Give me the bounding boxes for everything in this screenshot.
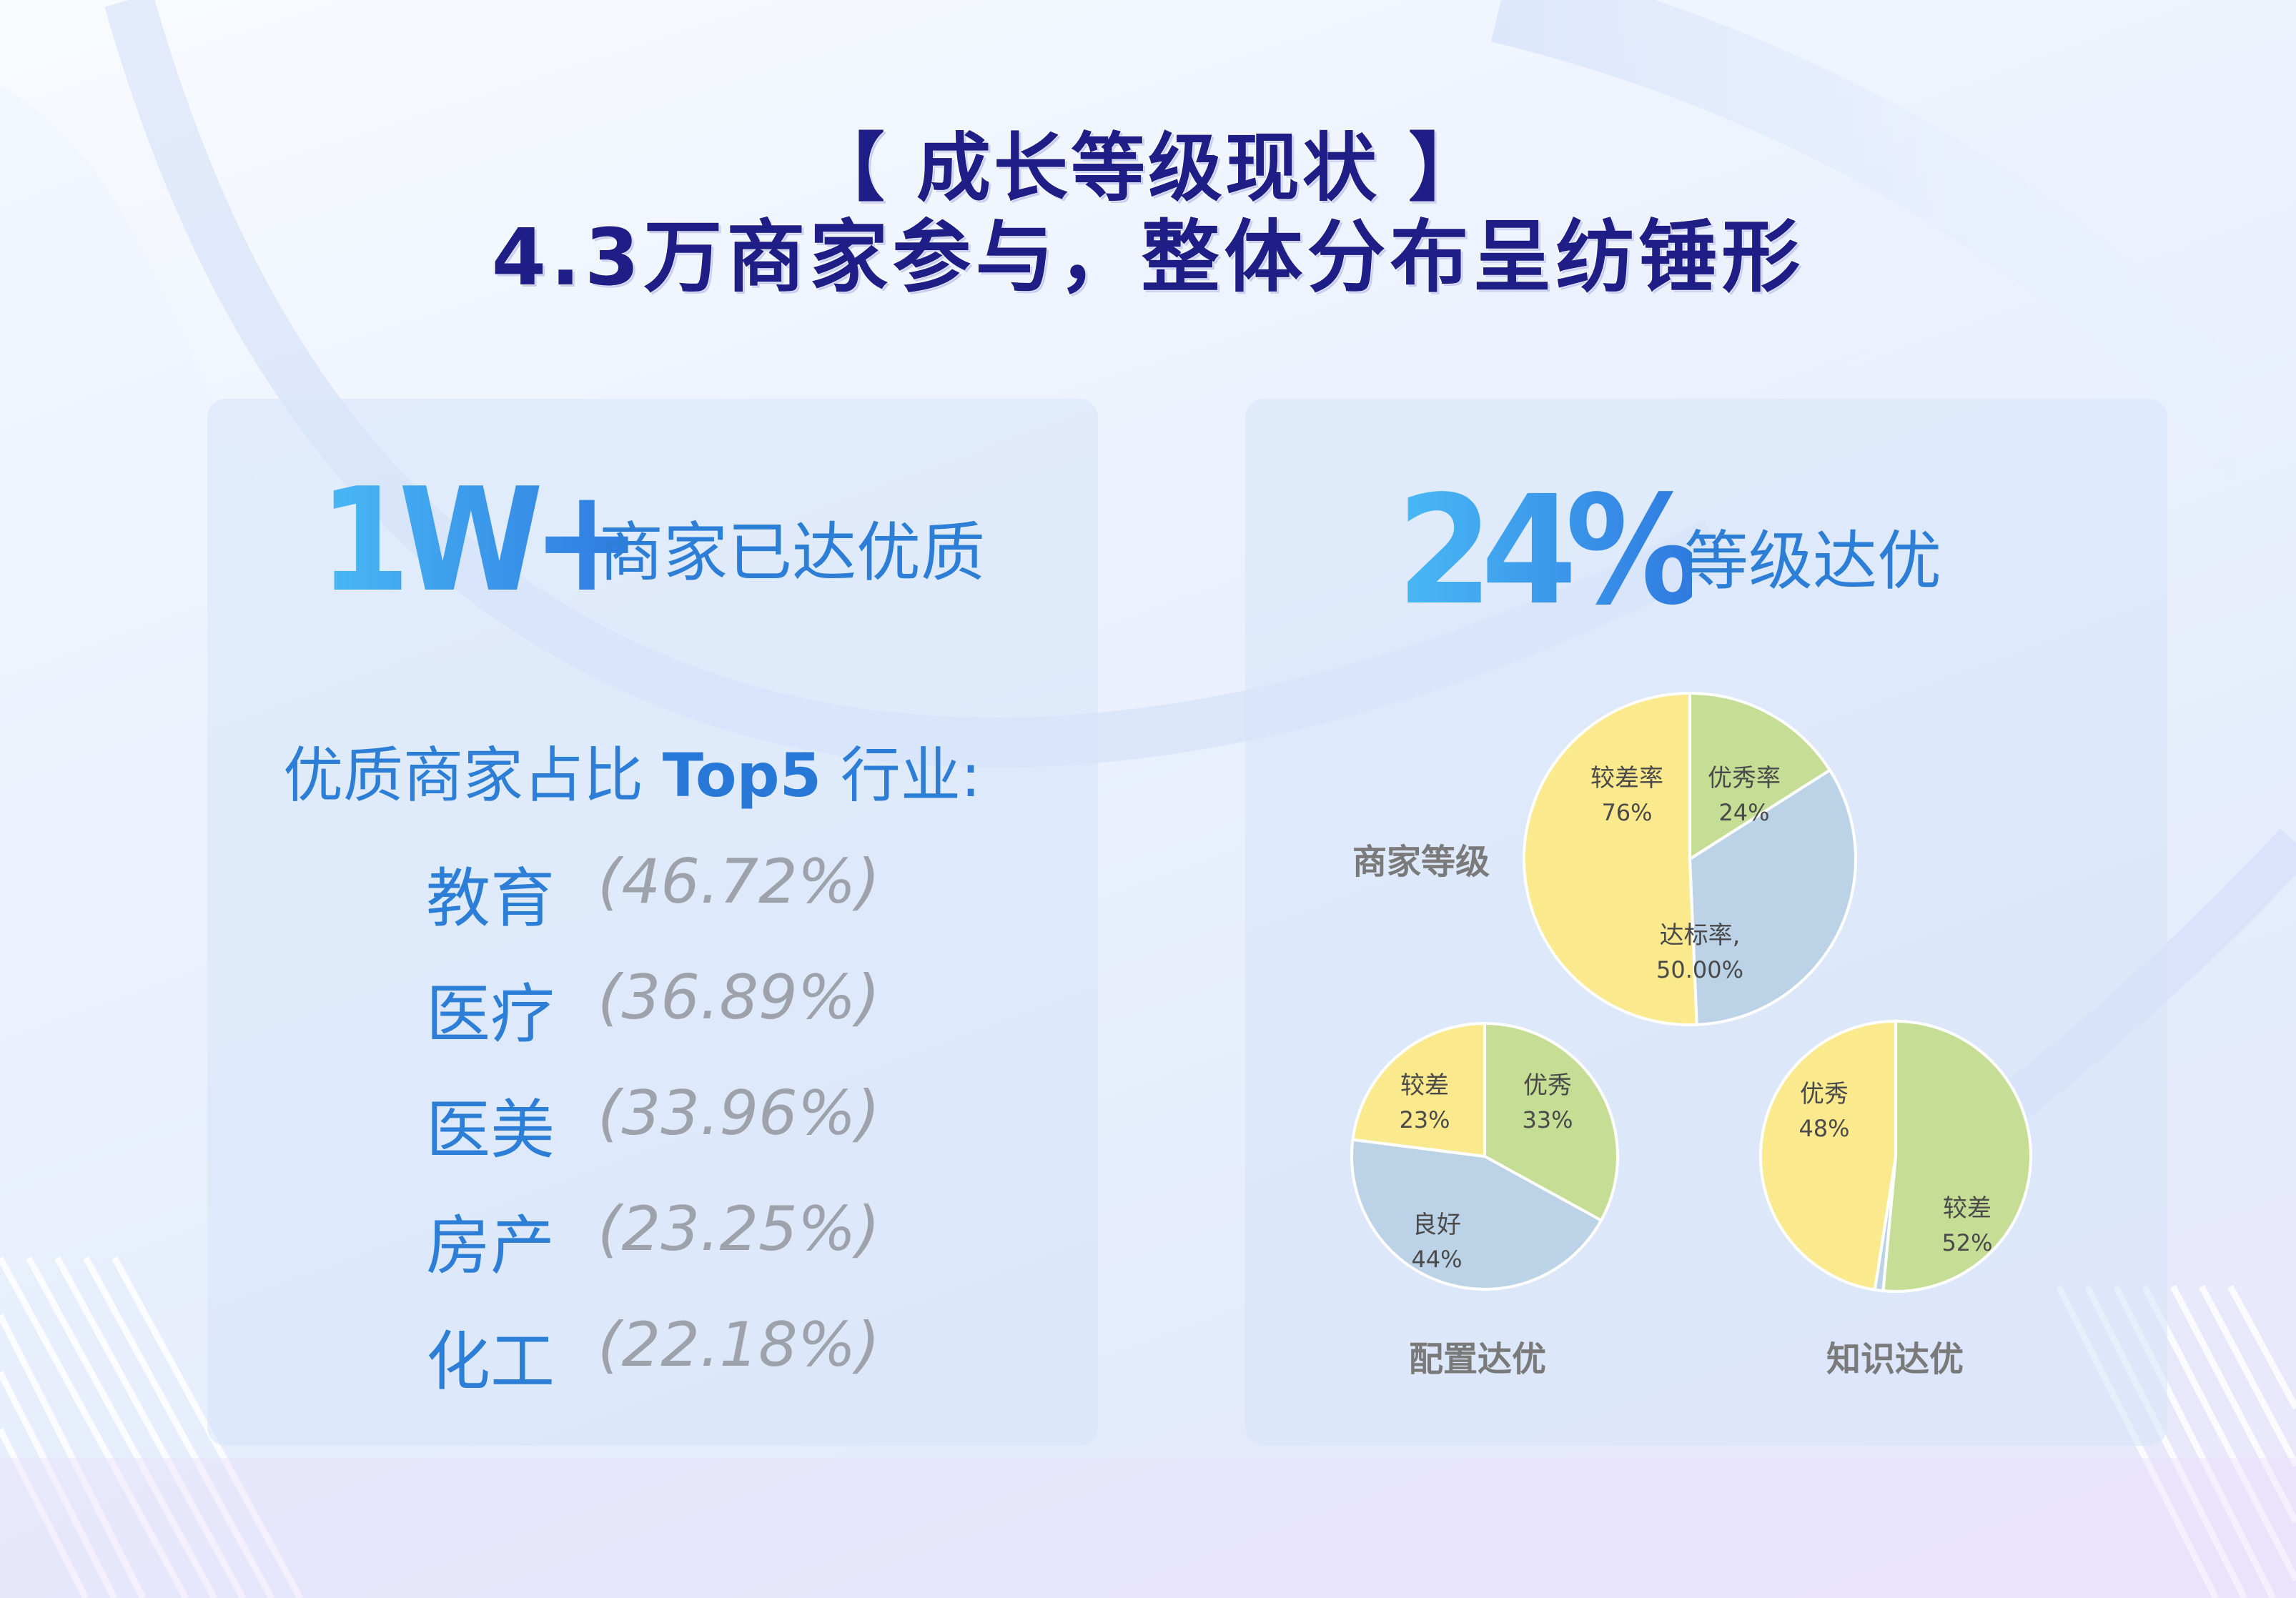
pie-slice-label: 较差 bbox=[1943, 1194, 1991, 1223]
top5-heading-prefix: 优质商家占比 bbox=[283, 740, 663, 810]
industry-percent: (22.18%) bbox=[598, 1309, 881, 1381]
pie-slice-label: 优秀率 bbox=[1708, 764, 1781, 793]
excellent-rate-badge: 24% bbox=[1397, 463, 1703, 638]
industry-name: 化工 bbox=[426, 1324, 555, 1399]
pie-chart-3: 较差 52% 优秀 48% 知识达优 bbox=[1759, 1019, 2032, 1379]
pie-slice-优秀 bbox=[1759, 1019, 1897, 1292]
pie-slice-达标率 bbox=[1688, 768, 1857, 1026]
industry-percent: (46.72%) bbox=[598, 846, 881, 918]
pie-slice-优秀 bbox=[1483, 1021, 1619, 1223]
industry-name: 医疗 bbox=[426, 977, 555, 1052]
industry-name: 教育 bbox=[426, 861, 555, 936]
pie-slice-value: 50.00% bbox=[1656, 956, 1743, 983]
pie-chart-1: 优秀率 24% 达标率, 50.00% 较差率 76% 商家等级 bbox=[1352, 691, 1857, 1026]
excellent-rate-headline: 等级达优 bbox=[1684, 524, 1941, 599]
pie-slice-value: 23% bbox=[1399, 1106, 1450, 1133]
merchant-count-badge: 1W+ bbox=[319, 457, 642, 624]
pie-slice-value: 33% bbox=[1522, 1106, 1573, 1133]
pie-slice-良好 bbox=[1350, 1138, 1603, 1291]
left-panel bbox=[207, 399, 1098, 1446]
pie-slice-优秀率 bbox=[1688, 691, 1832, 862]
page-subtitle: 4.3万商家参与，整体分布呈纺锤形 bbox=[491, 211, 1805, 304]
page-title: 【 成长等级现状 】 bbox=[810, 124, 1486, 212]
pie-slice-label: 优秀 bbox=[1800, 1080, 1849, 1108]
pie-chart-title: 商家等级 bbox=[1352, 842, 1490, 882]
top5-heading: 优质商家占比 Top5 行业: bbox=[283, 728, 981, 814]
pie-slice-label: 良好 bbox=[1412, 1211, 1461, 1239]
pie-slice-较差率 bbox=[1523, 691, 1698, 1026]
pie-slice-value: 52% bbox=[1941, 1229, 1992, 1256]
pie-chart-title: 配置达优 bbox=[1409, 1339, 1546, 1379]
pie-slice-较差 bbox=[1351, 1021, 1486, 1158]
industry-percent: (36.89%) bbox=[598, 962, 881, 1033]
industry-percent: (33.96%) bbox=[598, 1078, 881, 1149]
pie-slice-label: 较差率 bbox=[1590, 764, 1663, 793]
pie-slice-value: 76% bbox=[1601, 799, 1652, 826]
top5-heading-suffix: 行业: bbox=[821, 740, 981, 810]
industry-percent: (23.25%) bbox=[598, 1193, 881, 1265]
pie-chart-2: 优秀 33% 良好 44% 较差 23% 配置达优 bbox=[1350, 1021, 1619, 1379]
pie-slice-label: 优秀 bbox=[1523, 1071, 1572, 1100]
industry-name: 医美 bbox=[426, 1093, 555, 1168]
industry-name: 房产 bbox=[426, 1209, 555, 1284]
pie-slice-label: 较差 bbox=[1400, 1071, 1449, 1100]
pie-slice-value: 48% bbox=[1798, 1115, 1849, 1142]
pie-slice-value: 44% bbox=[1411, 1246, 1462, 1273]
pie-slice-label: 达标率, bbox=[1660, 921, 1741, 950]
pie-slice-较差 bbox=[1881, 1019, 2032, 1293]
pie-chart-title: 知识达优 bbox=[1826, 1339, 1964, 1379]
pie-slice-value: 24% bbox=[1718, 799, 1769, 826]
merchant-headline: 商家已达优质 bbox=[599, 515, 985, 590]
top5-heading-en: Top5 bbox=[662, 740, 822, 810]
